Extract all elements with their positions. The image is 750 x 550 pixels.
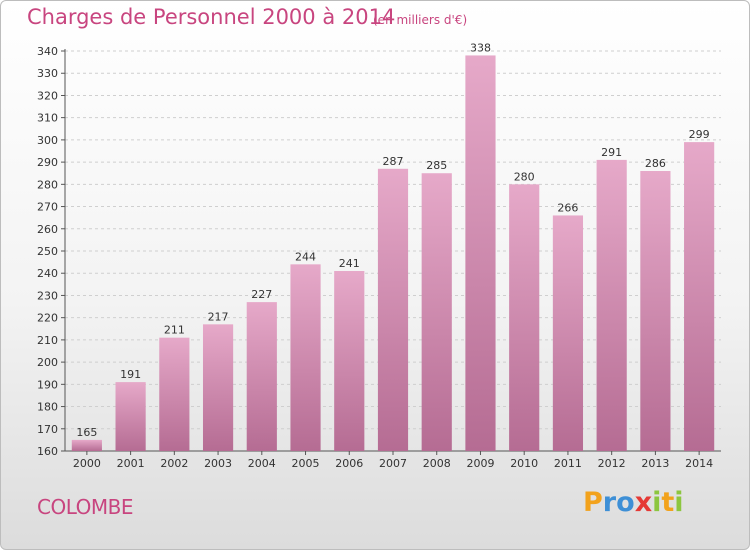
- data-label-2006: 241: [339, 257, 360, 270]
- data-label-2002: 211: [164, 324, 185, 337]
- bar-2003: [202, 324, 234, 451]
- x-tick-label-2011: 2011: [554, 457, 582, 470]
- logo-letter: i: [652, 487, 662, 518]
- bar-2005: [290, 264, 321, 451]
- logo-letter: r: [602, 487, 617, 518]
- y-tick-label: 280: [37, 178, 58, 191]
- y-tick-label: 170: [37, 423, 58, 436]
- bar-2006: [334, 271, 365, 451]
- logo-letter: t: [661, 487, 675, 518]
- y-tick-label: 340: [37, 45, 58, 58]
- logo-letter: x: [634, 487, 653, 518]
- logo-letter: i: [674, 487, 684, 518]
- bar-2002: [159, 337, 190, 451]
- y-tick-label: 230: [37, 289, 58, 302]
- bar-2014: [684, 142, 715, 451]
- data-label-2004: 227: [251, 288, 272, 301]
- x-tick-label-2014: 2014: [685, 457, 713, 470]
- y-tick-label: 160: [37, 445, 58, 458]
- data-label-2007: 287: [383, 155, 404, 168]
- bar-2001: [115, 382, 146, 451]
- logo-letter: P: [583, 487, 603, 518]
- logo-letter: o: [616, 487, 635, 518]
- x-tick-label-2005: 2005: [292, 457, 320, 470]
- y-tick-label: 190: [37, 378, 58, 391]
- x-tick-label-2001: 2001: [117, 457, 145, 470]
- proxiti-logo: Proxiti: [583, 487, 684, 518]
- y-tick-label: 320: [37, 89, 58, 102]
- y-tick-label: 270: [37, 201, 58, 214]
- data-label-2012: 291: [601, 146, 622, 159]
- x-tick-label-2002: 2002: [160, 457, 188, 470]
- data-label-2001: 191: [120, 368, 141, 381]
- x-tick-label-2003: 2003: [204, 457, 232, 470]
- data-label-2009: 338: [470, 41, 491, 54]
- y-tick-label: 240: [37, 267, 58, 280]
- x-tick-label-2012: 2012: [598, 457, 626, 470]
- y-tick-label: 330: [37, 67, 58, 80]
- data-label-2014: 299: [689, 128, 710, 141]
- y-tick-label: 310: [37, 112, 58, 125]
- data-label-2008: 285: [426, 159, 447, 172]
- y-tick-label: 300: [37, 134, 58, 147]
- x-tick-label-2010: 2010: [510, 457, 538, 470]
- bar-2000: [71, 439, 102, 451]
- y-tick-label: 220: [37, 312, 58, 325]
- bar-2011: [552, 215, 584, 451]
- bar-2008: [421, 173, 452, 451]
- bar-2009: [465, 55, 496, 451]
- y-tick-label: 290: [37, 156, 58, 169]
- x-tick-label-2013: 2013: [641, 457, 669, 470]
- data-label-2010: 280: [514, 170, 535, 183]
- data-label-2005: 244: [295, 250, 316, 263]
- x-tick-label-2006: 2006: [335, 457, 363, 470]
- data-label-2000: 165: [76, 426, 97, 439]
- bar-2004: [246, 302, 277, 451]
- y-tick-label: 250: [37, 245, 58, 258]
- x-tick-label-2009: 2009: [466, 457, 494, 470]
- commune-name: COLOMBE: [37, 495, 134, 519]
- bar-2012: [596, 159, 627, 451]
- chart-subtitle: (en milliers d'€): [373, 13, 468, 27]
- x-tick-label-2000: 2000: [73, 457, 101, 470]
- bar-2007: [377, 168, 409, 451]
- x-tick-label-2007: 2007: [379, 457, 407, 470]
- x-tick-label-2004: 2004: [248, 457, 276, 470]
- bar-2013: [640, 171, 671, 451]
- data-label-2013: 286: [645, 157, 666, 170]
- y-tick-label: 210: [37, 334, 58, 347]
- bar-2010: [509, 184, 540, 452]
- y-tick-label: 200: [37, 356, 58, 369]
- y-tick-label: 180: [37, 401, 58, 414]
- y-tick-label: 260: [37, 223, 58, 236]
- data-label-2003: 217: [208, 310, 229, 323]
- chart-title: Charges de Personnel 2000 à 2014: [27, 5, 396, 29]
- x-tick-label-2008: 2008: [423, 457, 451, 470]
- data-label-2011: 266: [557, 201, 578, 214]
